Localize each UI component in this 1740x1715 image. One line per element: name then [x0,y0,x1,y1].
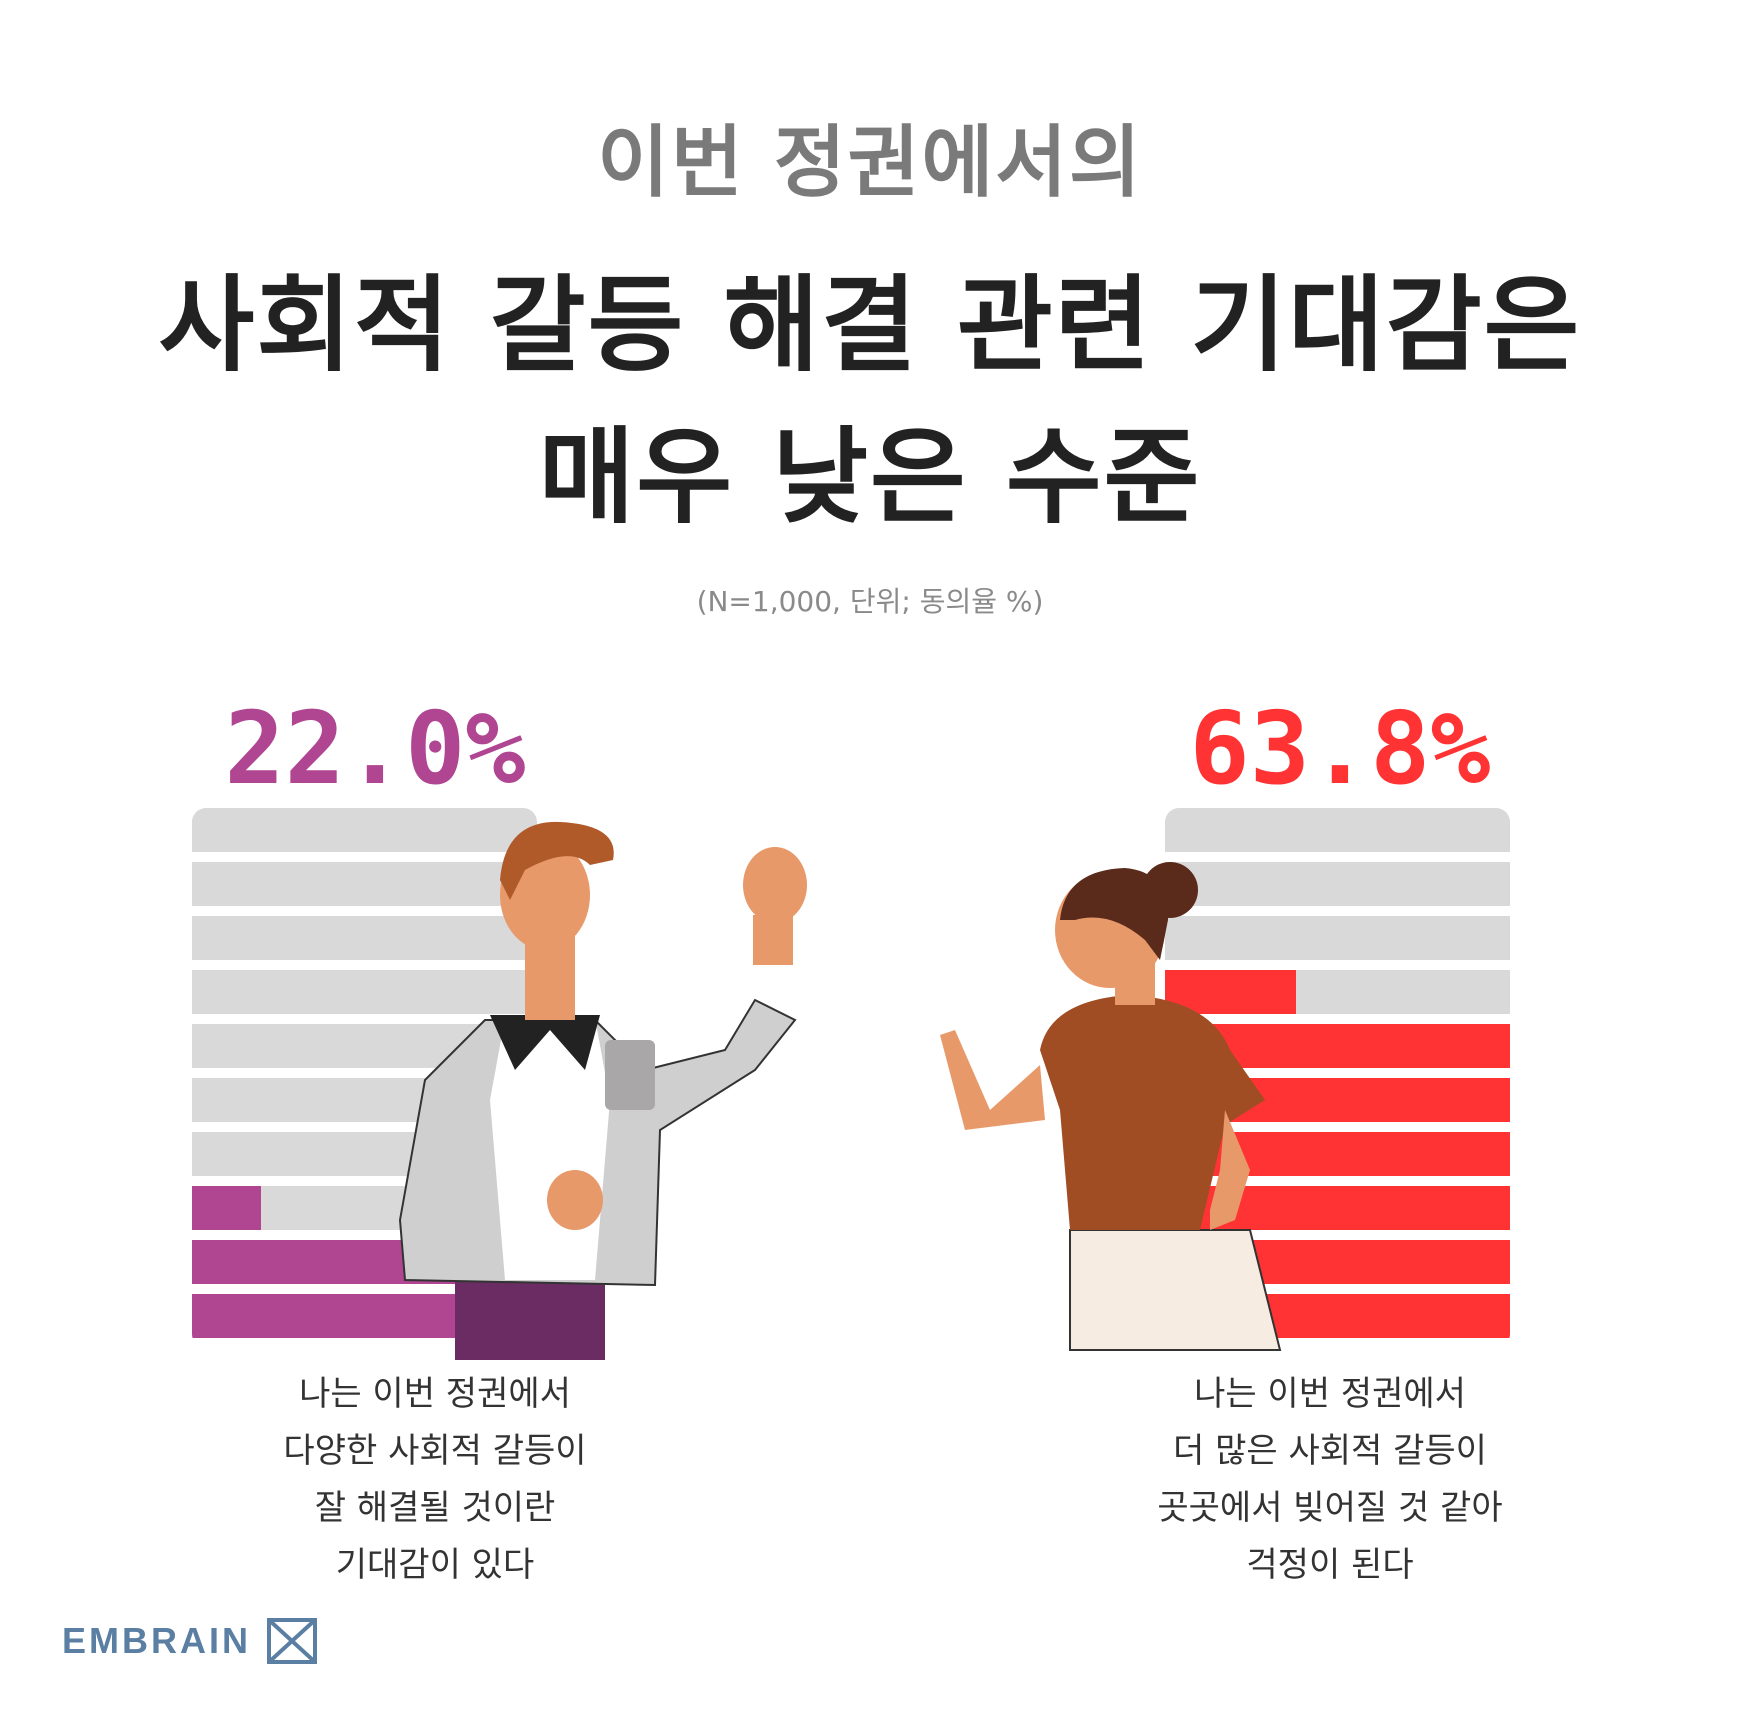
bar-fill-left [192,1186,261,1230]
value-label-right: 63.8% [1189,690,1491,807]
caption-left-line: 다양한 사회적 갈등이 [283,1431,587,1471]
caption-right-line: 더 많은 사회적 갈등이 [1173,1431,1487,1471]
caption-right: 나는 이번 정권에서 더 많은 사회적 갈등이 곳곳에서 빚어질 것 같아 걱정… [1050,1366,1610,1594]
bar-row-left [192,970,537,1014]
headline-line-2: 매우 낮은 수준 [538,416,1202,538]
bar-row-left [192,916,537,960]
bar-row-left [192,862,537,906]
bar-fill-right [1165,970,1297,1014]
bar-row-left [192,808,537,852]
caption-right-line: 곳곳에서 빚어질 것 같아 [1157,1488,1503,1528]
woman-illustration [940,862,1282,1351]
man-illustration [398,821,807,1360]
bar-row-right [1165,916,1510,960]
caption-left-line: 나는 이번 정권에서 [299,1374,571,1414]
logo-mark-icon [267,1618,317,1664]
caption-right-line: 걱정이 된다 [1246,1545,1414,1585]
subtitle: 이번 정권에서의 [597,118,1143,208]
bar-row-right [1165,862,1510,906]
caption-right-line: 나는 이번 정권에서 [1194,1374,1466,1414]
caption-left-line: 잘 해결될 것이란 [314,1488,556,1528]
caption-left: 나는 이번 정권에서 다양한 사회적 갈등이 잘 해결될 것이란 기대감이 있다 [155,1366,715,1594]
caption-left-line: 기대감이 있다 [335,1545,535,1585]
logo-text: EMBRAIN [62,1620,251,1661]
bar-row-right [1165,808,1510,852]
value-label-left: 22.0% [224,690,526,807]
embrain-logo: EMBRAIN [62,1618,317,1664]
sample-note: (N=1,000, 단위; 동의율 %) [696,585,1044,618]
headline-line-1: 사회적 갈등 해결 관련 기대감은 [158,264,1582,386]
bar-row-right [1165,970,1510,1014]
